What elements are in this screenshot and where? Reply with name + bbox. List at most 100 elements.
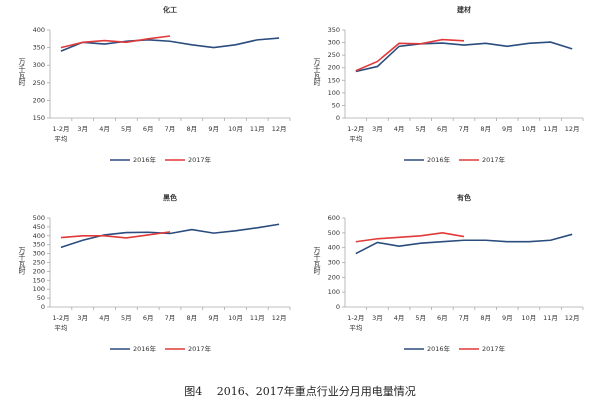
chart-title: 黑色: [163, 193, 177, 202]
x-tick-label: 8月: [480, 125, 491, 133]
y-tick-label: 200: [33, 96, 45, 104]
y-tick-label: 350: [328, 26, 340, 34]
x-tick-label: 10月: [522, 314, 537, 322]
y-tick-label: 100: [328, 89, 340, 97]
y-tick-label: 350: [33, 241, 45, 249]
x-tick-label: 4月: [99, 125, 110, 133]
y-tick-label: 150: [33, 276, 45, 284]
legend-label: 2017年: [482, 344, 506, 353]
x-tick-label: 7月: [459, 125, 470, 133]
x-tick-label: 12月: [272, 314, 287, 322]
x-tick-label: 12月: [565, 314, 580, 322]
x-tick-label: 11月: [543, 314, 558, 322]
x-tick-label: 7月: [459, 314, 470, 322]
y-axis-label: 万千瓦时: [313, 58, 321, 86]
y-tick-label: 400: [328, 244, 340, 252]
x-tick-label: 5月: [415, 314, 426, 322]
y-tick-label: 100: [33, 285, 45, 293]
x-tick-label: 3月: [77, 125, 88, 133]
x-tick-label: 1-2月平均: [52, 125, 69, 143]
y-tick-label: 400: [33, 232, 45, 240]
legend-label: 2016年: [133, 344, 157, 353]
series-line: [355, 41, 573, 73]
x-tick-label: 4月: [394, 125, 405, 133]
x-tick-label: 9月: [502, 314, 513, 322]
x-tick-label: 8月: [186, 125, 197, 133]
chart-title: 建材: [457, 5, 471, 14]
x-tick-label: 8月: [480, 314, 491, 322]
x-tick-label: 11月: [250, 125, 265, 133]
y-tick-label: 300: [328, 259, 340, 267]
legend-label: 2017年: [188, 344, 212, 353]
x-tick-label: 5月: [121, 125, 132, 133]
y-tick-label: 500: [328, 229, 340, 237]
x-tick-label: 7月: [165, 125, 176, 133]
y-tick-label: 400: [33, 26, 45, 34]
x-tick-label: 5月: [121, 314, 132, 322]
y-tick-label: 500: [33, 214, 45, 222]
y-tick-label: 300: [33, 250, 45, 258]
caption: 图4 2016、2017年重点行业分月用电量情况: [184, 384, 415, 398]
x-tick-label: 9月: [208, 125, 219, 133]
chart-title: 有色: [457, 193, 471, 202]
y-tick-label: 100: [328, 288, 340, 296]
y-axis-label: 万千瓦时: [313, 247, 321, 275]
x-tick-label: 4月: [394, 314, 405, 322]
y-tick-label: 0: [336, 114, 340, 122]
y-tick-label: 0: [41, 303, 45, 311]
x-tick-label: 9月: [502, 125, 513, 133]
series-line: [355, 232, 465, 243]
y-tick-label: 150: [328, 76, 340, 84]
series-line: [60, 231, 171, 239]
x-tick-label: 12月: [565, 125, 580, 133]
y-tick-label: 250: [33, 259, 45, 267]
y-tick-label: 150: [33, 114, 45, 122]
legend-label: 2017年: [188, 155, 212, 164]
y-tick-label: 200: [328, 273, 340, 281]
x-tick-label: 11月: [543, 125, 558, 133]
x-tick-label: 5月: [415, 125, 426, 133]
y-tick-label: 300: [33, 61, 45, 69]
y-tick-label: 0: [336, 303, 340, 311]
x-tick-label: 7月: [165, 314, 176, 322]
x-tick-label: 10月: [228, 314, 243, 322]
x-tick-label: 6月: [437, 125, 448, 133]
y-axis-label: 万千瓦时: [18, 247, 26, 275]
x-tick-label: 1-2月平均: [347, 125, 364, 143]
series-line: [355, 38, 465, 72]
y-tick-label: 250: [33, 79, 45, 87]
x-tick-label: 4月: [99, 314, 110, 322]
legend-label: 2016年: [427, 344, 451, 353]
x-tick-label: 11月: [250, 314, 265, 322]
x-tick-label: 10月: [522, 125, 537, 133]
x-tick-label: 10月: [228, 125, 243, 133]
y-tick-label: 350: [33, 44, 45, 52]
y-axis-label: 万千瓦时: [18, 58, 26, 86]
y-tick-label: 300: [328, 39, 340, 47]
series-line: [60, 223, 280, 249]
x-tick-label: 6月: [437, 314, 448, 322]
y-tick-label: 50: [332, 101, 340, 109]
y-tick-label: 200: [33, 267, 45, 275]
y-tick-label: 200: [328, 64, 340, 72]
x-tick-label: 6月: [143, 314, 154, 322]
legend-label: 2016年: [133, 155, 157, 164]
x-tick-label: 9月: [208, 314, 219, 322]
x-tick-label: 1-2月平均: [52, 314, 69, 332]
chart-title: 化工: [163, 5, 177, 14]
x-tick-label: 3月: [372, 125, 383, 133]
y-tick-label: 450: [33, 223, 45, 231]
series-line: [60, 37, 280, 52]
x-tick-label: 8月: [186, 314, 197, 322]
y-tick-label: 600: [328, 214, 340, 222]
y-tick-label: 50: [37, 294, 45, 302]
series-line: [60, 35, 171, 49]
x-tick-label: 3月: [372, 314, 383, 322]
legend-label: 2017年: [482, 155, 506, 164]
x-tick-label: 6月: [143, 125, 154, 133]
y-tick-label: 250: [328, 51, 340, 59]
legend-label: 2016年: [427, 155, 451, 164]
x-tick-label: 3月: [77, 314, 88, 322]
x-tick-label: 1-2月平均: [347, 314, 364, 332]
